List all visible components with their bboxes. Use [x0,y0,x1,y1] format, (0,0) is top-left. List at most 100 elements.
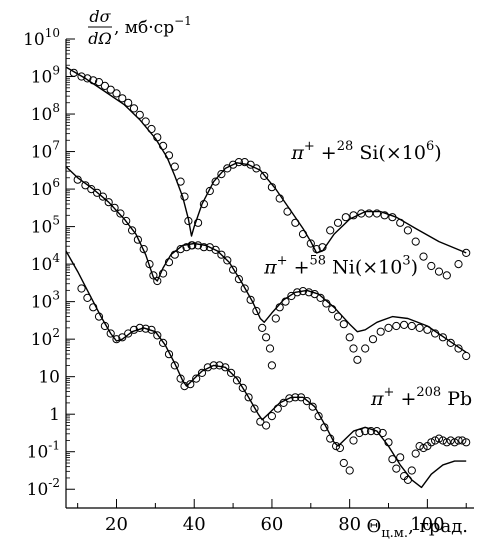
data-point [368,335,378,344]
data-point [124,329,133,338]
y-tick-base: 10 [31,255,53,275]
data-point [396,453,405,462]
data-point [320,423,329,432]
data-point [407,321,416,331]
data-point [392,321,401,331]
data-point [194,218,203,227]
y-tick-exponent: 8 [52,101,60,115]
data-point [403,226,412,235]
y-tick-exponent: 10 [45,26,60,40]
x-tick-label: 60 [260,514,283,535]
data-point [267,412,276,421]
data-point [427,438,436,447]
data-point [221,363,230,372]
y-tick-label: 106 [31,176,60,200]
y-tick-base: 10 [31,105,53,125]
data-point [112,89,121,98]
y-title-numerator: dσ [89,7,111,26]
label-nucleus: Pb [441,388,472,410]
y-tick-base: 10 [31,143,53,163]
data-point [194,241,203,250]
data-point [419,252,428,261]
data-point [434,434,444,443]
y-tick-label: 104 [31,251,61,275]
data-point [83,74,92,83]
data-point [203,363,212,372]
data-point [229,265,238,274]
data-point [106,85,115,94]
data-point [462,248,471,257]
data-point [199,200,208,209]
data-point [262,333,271,342]
data-point [170,250,179,259]
data-point [388,213,397,222]
y-axis-title: dσ dΩ , мб·ср−1 [88,7,192,48]
y-tick-label: 108 [31,101,60,125]
x-tick-label: 80 [338,514,361,535]
data-point [180,192,189,201]
data-point [145,260,154,269]
y-tick-exponent: 6 [52,176,60,190]
data-point [244,393,253,402]
data-point [164,350,174,359]
data-point [384,323,393,332]
data-point [246,295,255,304]
data-point [215,361,224,370]
y-tick-label: 10 [38,368,60,388]
y-tick-exponent: 5 [52,214,60,228]
data-point [87,185,96,194]
data-point [197,368,207,377]
data-point [246,160,255,169]
data-point [302,397,311,406]
y-tick-base: 10 [27,480,49,500]
y-title-unit-text: , мб·ср [114,18,174,38]
data-point [182,243,191,252]
label-plus: + [315,142,337,164]
data-point [446,338,455,347]
data-point [69,68,78,77]
data-point [159,141,168,150]
y-tick-base: 1 [49,405,60,425]
data-point [89,76,98,85]
data-point [256,417,265,426]
data-point [326,434,335,443]
data-point [431,329,440,338]
data-point [122,216,131,226]
data-point [388,455,397,464]
data-point [73,175,82,184]
x-title-theta: Θ [367,516,382,537]
y-tick-base: 10 [38,368,60,388]
data-point [326,226,335,235]
theory-curves [65,66,467,489]
y-tick-label: 105 [31,214,60,238]
data-point [380,211,389,220]
data-point [349,211,358,220]
data-point [442,271,451,280]
data-point [454,344,463,353]
data-point [291,218,300,227]
data-point [361,427,370,436]
data-point [258,323,267,332]
y-title-unit-exponent: −1 [174,14,192,28]
data-point [407,466,416,475]
data-point [312,245,321,254]
data-point [458,436,467,445]
data-point [304,288,313,297]
y-tick-label: 109 [31,64,60,88]
data-point [238,383,247,392]
data-point [133,235,142,244]
label-plus: + [288,257,310,279]
plot-frame [65,39,474,509]
data-point [159,269,168,278]
y-tick-base: 10 [31,293,53,313]
y-tick-label: 1010 [23,26,60,50]
y-tick-label: 10-1 [27,439,60,463]
data-point [291,393,300,402]
data-point [147,124,156,134]
theory-curve-3 [65,250,467,489]
data-point [318,243,327,252]
data-point [217,250,226,259]
data-point [135,110,144,119]
data-point [104,198,113,207]
